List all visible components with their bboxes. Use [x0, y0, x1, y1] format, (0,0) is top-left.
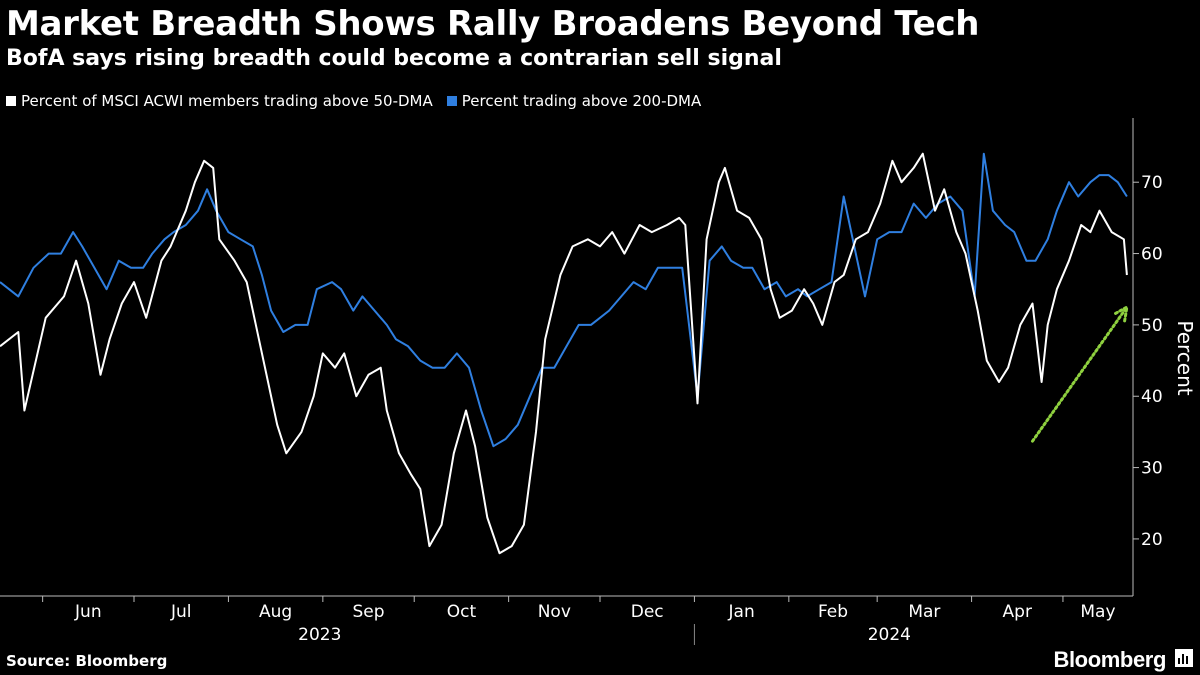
- legend-label-200dma: Percent trading above 200-DMA: [461, 92, 702, 110]
- y-tick-label: 70: [1141, 173, 1163, 193]
- x-tick-label: Nov: [538, 602, 571, 622]
- chart-title: Market Breadth Shows Rally Broadens Beyo…: [6, 4, 980, 44]
- series-line-50dma: [0, 152, 1128, 555]
- y-tick-label: 40: [1141, 387, 1163, 407]
- chart-subtitle: BofA says rising breadth could become a …: [6, 46, 782, 71]
- source-note: Source: Bloomberg: [6, 652, 168, 670]
- x-tick-label: Aug: [259, 602, 292, 622]
- legend-label-50dma: Percent of MSCI ACWI members trading abo…: [21, 92, 433, 110]
- legend-item-200dma: Percent trading above 200-DMA: [446, 92, 702, 110]
- x-tick-label: Jun: [74, 602, 102, 622]
- bloomberg-chart-icon: [1175, 649, 1193, 667]
- y-tick-label: 20: [1141, 530, 1163, 550]
- x-tick-label: Oct: [447, 602, 477, 622]
- year-label-2024: 2024: [868, 625, 911, 645]
- x-tick-label: Mar: [908, 602, 940, 622]
- x-tick-label: Sep: [353, 602, 385, 622]
- legend: Percent of MSCI ACWI members trading abo…: [6, 91, 715, 111]
- legend-swatch-200dma: [446, 96, 457, 106]
- y-tick-label: 50: [1141, 316, 1163, 336]
- trend-arrow-head: [1113, 304, 1129, 323]
- x-tick-label: May: [1080, 602, 1115, 622]
- series-line-200dma: [0, 152, 1128, 448]
- year-label-2023: 2023: [298, 625, 341, 645]
- x-tick-label: Jan: [728, 602, 755, 622]
- y-tick-label: 60: [1141, 245, 1163, 265]
- x-tick-label: Feb: [818, 602, 848, 622]
- x-tick-label: Apr: [1003, 602, 1032, 622]
- x-tick-label: Dec: [631, 602, 664, 622]
- trend-arrow-line: [1030, 305, 1129, 443]
- y-tick-label: 30: [1141, 459, 1163, 479]
- legend-item-50dma: Percent of MSCI ACWI members trading abo…: [6, 92, 433, 110]
- legend-swatch-50dma: [6, 96, 16, 106]
- bloomberg-logo: Bloomberg: [1053, 647, 1166, 672]
- y-axis-title: Percent: [1173, 320, 1197, 395]
- x-tick-label: Jul: [170, 602, 192, 622]
